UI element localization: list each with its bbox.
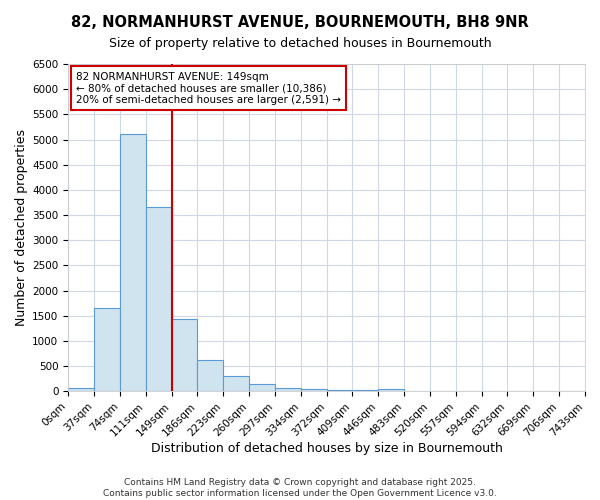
Bar	[326, 390, 352, 392]
Bar	[223, 376, 249, 392]
Bar	[378, 388, 404, 392]
Text: Size of property relative to detached houses in Bournemouth: Size of property relative to detached ho…	[109, 38, 491, 51]
Text: 82 NORMANHURST AVENUE: 149sqm
← 80% of detached houses are smaller (10,386)
20% : 82 NORMANHURST AVENUE: 149sqm ← 80% of d…	[76, 72, 341, 105]
Bar	[68, 388, 94, 392]
Bar	[275, 388, 301, 392]
Bar	[249, 384, 275, 392]
Bar	[120, 134, 146, 392]
Bar	[301, 388, 326, 392]
Text: 82, NORMANHURST AVENUE, BOURNEMOUTH, BH8 9NR: 82, NORMANHURST AVENUE, BOURNEMOUTH, BH8…	[71, 15, 529, 30]
Text: Contains HM Land Registry data © Crown copyright and database right 2025.
Contai: Contains HM Land Registry data © Crown c…	[103, 478, 497, 498]
X-axis label: Distribution of detached houses by size in Bournemouth: Distribution of detached houses by size …	[151, 442, 503, 455]
Bar	[352, 390, 378, 392]
Bar	[94, 308, 120, 392]
Bar	[172, 320, 197, 392]
Bar	[146, 208, 172, 392]
Bar	[197, 360, 223, 392]
Y-axis label: Number of detached properties: Number of detached properties	[15, 129, 28, 326]
